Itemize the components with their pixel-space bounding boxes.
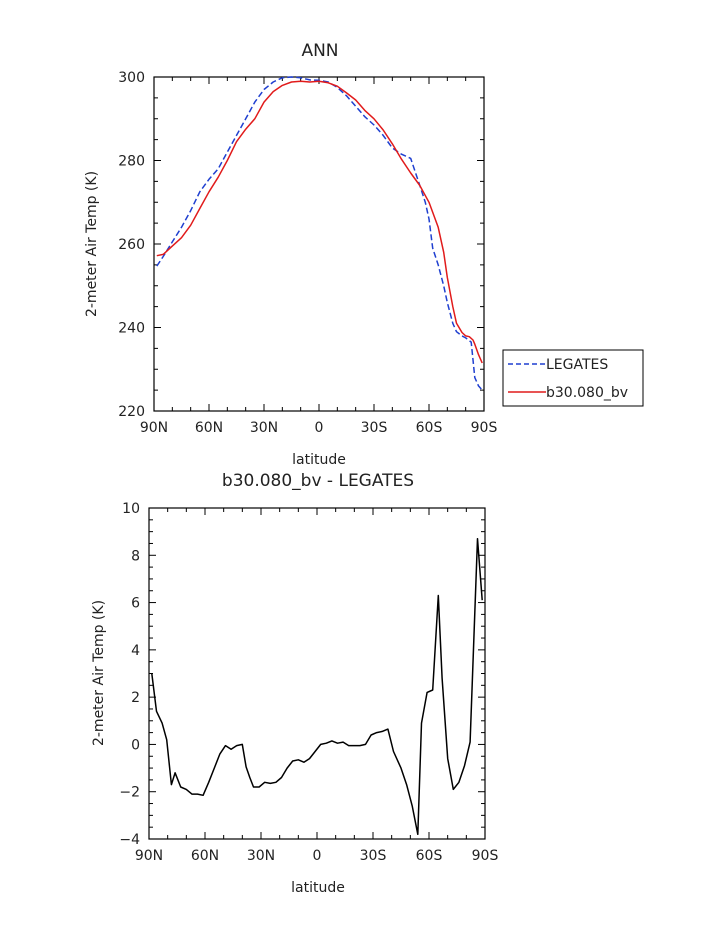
x-tick-label: 90N	[135, 848, 163, 864]
chart-difference: b30.080_bv - LEGATES 90N 60N 30N 0 30S 60S 90S…	[91, 471, 498, 896]
y-tick-label: 260	[118, 237, 145, 253]
y-tick-label: 6	[131, 596, 140, 612]
legend-box	[502, 349, 644, 407]
y-tick-label: 300	[118, 70, 145, 86]
x-tick-label: 0	[315, 420, 324, 436]
y-tick-labels: 220 240 260 280 300	[118, 70, 145, 420]
legend-label-b30-080-bv: b30.080_bv	[546, 385, 628, 401]
x-tick-label: 0	[313, 848, 322, 864]
tick-marks	[153, 76, 485, 412]
y-tick-label: −4	[119, 832, 140, 848]
x-tick-labels: 90N 60N 30N 0 30S 60S 90S	[140, 420, 498, 436]
y-tick-label: 280	[118, 154, 145, 170]
x-tick-label: 30S	[361, 420, 388, 436]
x-tick-labels: 90N 60N 30N 0 30S 60S 90S	[135, 848, 499, 864]
x-tick-label: 90S	[472, 848, 499, 864]
x-tick-label: 30N	[250, 420, 278, 436]
series-lines	[156, 76, 483, 391]
x-axis-label: latitude	[292, 452, 346, 468]
series-line-legates	[156, 76, 483, 391]
legend: LEGATES b30.080_bv	[502, 349, 644, 407]
y-tick-label: 240	[118, 321, 145, 337]
legend-item-legates: LEGATES	[508, 357, 608, 373]
x-axis-label: latitude	[291, 880, 345, 896]
x-tick-label: 90S	[471, 420, 498, 436]
chart-annual-temperature: ANN 90N 60N 30N 0 30S 60S 90S 220240260280300 …	[84, 41, 644, 468]
y-tick-labels: −4 −2 0 2 4 6 8 10	[119, 501, 140, 848]
y-axis-label: 2-meter Air Temp (K)	[91, 600, 107, 746]
y-tick-label: 10	[122, 501, 140, 517]
chart-title: ANN	[301, 41, 338, 61]
series-line-b30-080-bv	[156, 80, 483, 364]
y-tick-label: −2	[119, 785, 140, 801]
chart-title: b30.080_bv - LEGATES	[222, 471, 414, 491]
x-tick-label: 90N	[140, 420, 168, 436]
x-tick-label: 60N	[191, 848, 219, 864]
x-tick-label: 60N	[195, 420, 223, 436]
legend-label-legates: LEGATES	[546, 357, 608, 373]
y-tick-label: 4	[131, 643, 140, 659]
x-tick-label: 60S	[416, 420, 443, 436]
y-tick-label: 0	[131, 737, 140, 753]
tick-marks	[148, 507, 486, 840]
legend-item-b30-080-bv: b30.080_bv	[508, 385, 628, 401]
series-lines	[151, 537, 483, 836]
series-line-difference	[151, 537, 483, 836]
y-axis-label: 2-meter Air Temp (K)	[84, 171, 100, 317]
y-tick-label: 2	[131, 690, 140, 706]
x-tick-label: 30N	[247, 848, 275, 864]
plot-frame	[148, 507, 486, 840]
y-tick-label: 8	[131, 548, 140, 564]
x-tick-label: 30S	[360, 848, 387, 864]
plot-frame	[153, 76, 485, 412]
x-tick-label: 60S	[416, 848, 443, 864]
y-tick-label: 220	[118, 404, 145, 420]
